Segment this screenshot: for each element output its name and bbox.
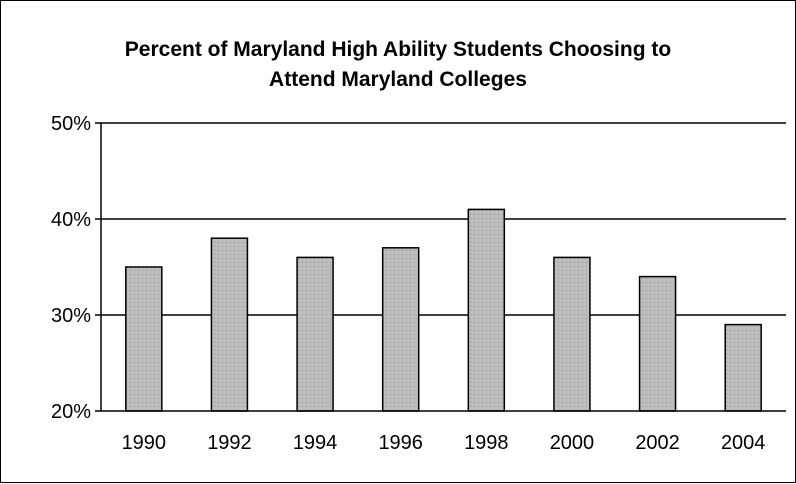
bar-1994: [296, 256, 334, 412]
x-tick-label-1998: 1998: [464, 432, 509, 454]
bar-2002: [638, 275, 677, 412]
x-tick-label-1994: 1994: [293, 432, 338, 454]
bar-1998: [467, 208, 506, 412]
bar-2004: [724, 323, 762, 412]
chart-title: Percent of Maryland High Ability Student…: [1, 35, 795, 95]
bar-1992: [210, 237, 249, 412]
x-tick-label-1996: 1996: [378, 432, 423, 454]
chart-title-line-1: Percent of Maryland High Ability Student…: [124, 38, 672, 61]
y-tick-label-20%: 20%: [51, 401, 91, 423]
y-tick-label-30%: 30%: [51, 305, 91, 327]
y-tick-label-50%: 50%: [51, 113, 91, 135]
x-tick-label-1992: 1992: [207, 432, 252, 454]
bar-1990: [125, 266, 163, 412]
x-tick-label-2004: 2004: [721, 432, 766, 454]
bar-2000: [553, 256, 591, 412]
bar-1996: [381, 247, 420, 412]
x-tick-label-2002: 2002: [635, 432, 680, 454]
y-tick-label-40%: 40%: [51, 209, 91, 231]
chart-title-line-2: Attend Maryland Colleges: [269, 68, 527, 91]
x-tick-label-1990: 1990: [122, 432, 167, 454]
x-tick-label-2000: 2000: [550, 432, 595, 454]
